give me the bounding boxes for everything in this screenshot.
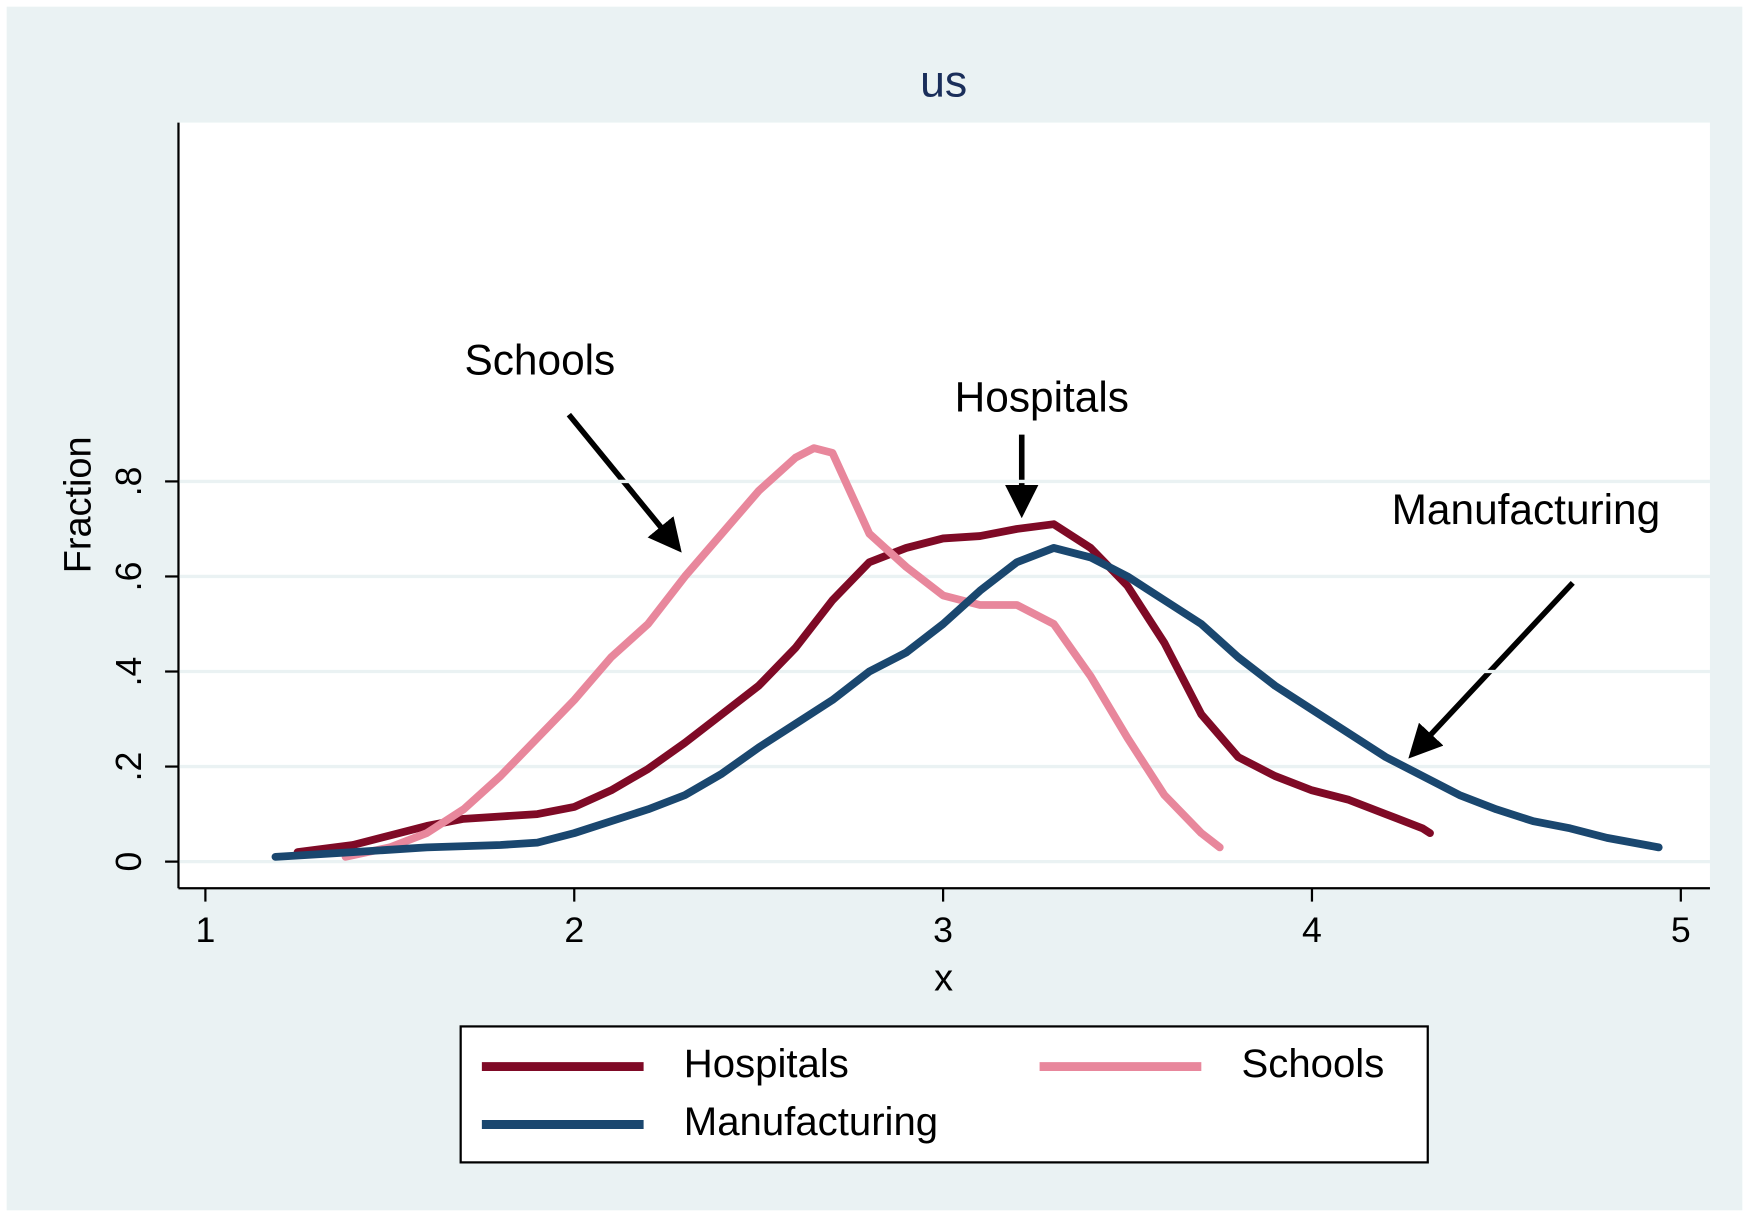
annotation: Manufacturing — [1392, 486, 1661, 533]
annotation: Hospitals — [955, 373, 1129, 420]
line-series — [271, 544, 1663, 861]
y-tick-label: .2 — [109, 752, 149, 782]
x-tick-label: 4 — [1302, 910, 1322, 950]
plot-area — [178, 122, 1710, 889]
chart-title: us — [920, 57, 967, 106]
legend-label: Schools — [1241, 1041, 1384, 1086]
x-tick-label: 1 — [195, 910, 215, 950]
line-series — [341, 444, 1224, 861]
x-tick-label: 2 — [564, 910, 584, 950]
y-tick-label: .6 — [109, 562, 149, 592]
legend-label: Manufacturing — [684, 1099, 938, 1144]
annotation-arrow — [1408, 580, 1575, 759]
x-tick-label: 3 — [933, 910, 953, 950]
y-tick-label: 0 — [109, 852, 149, 872]
x-axis-label: x — [934, 958, 953, 1000]
legend-label: Hospitals — [684, 1041, 849, 1086]
y-tick-label: .4 — [109, 657, 149, 687]
annotation: Schools — [464, 337, 615, 384]
y-tick-label: .8 — [109, 467, 149, 497]
y-axis-label: Fraction — [57, 436, 99, 573]
legend — [459, 1025, 1429, 1164]
x-tick-label: 5 — [1671, 910, 1691, 950]
